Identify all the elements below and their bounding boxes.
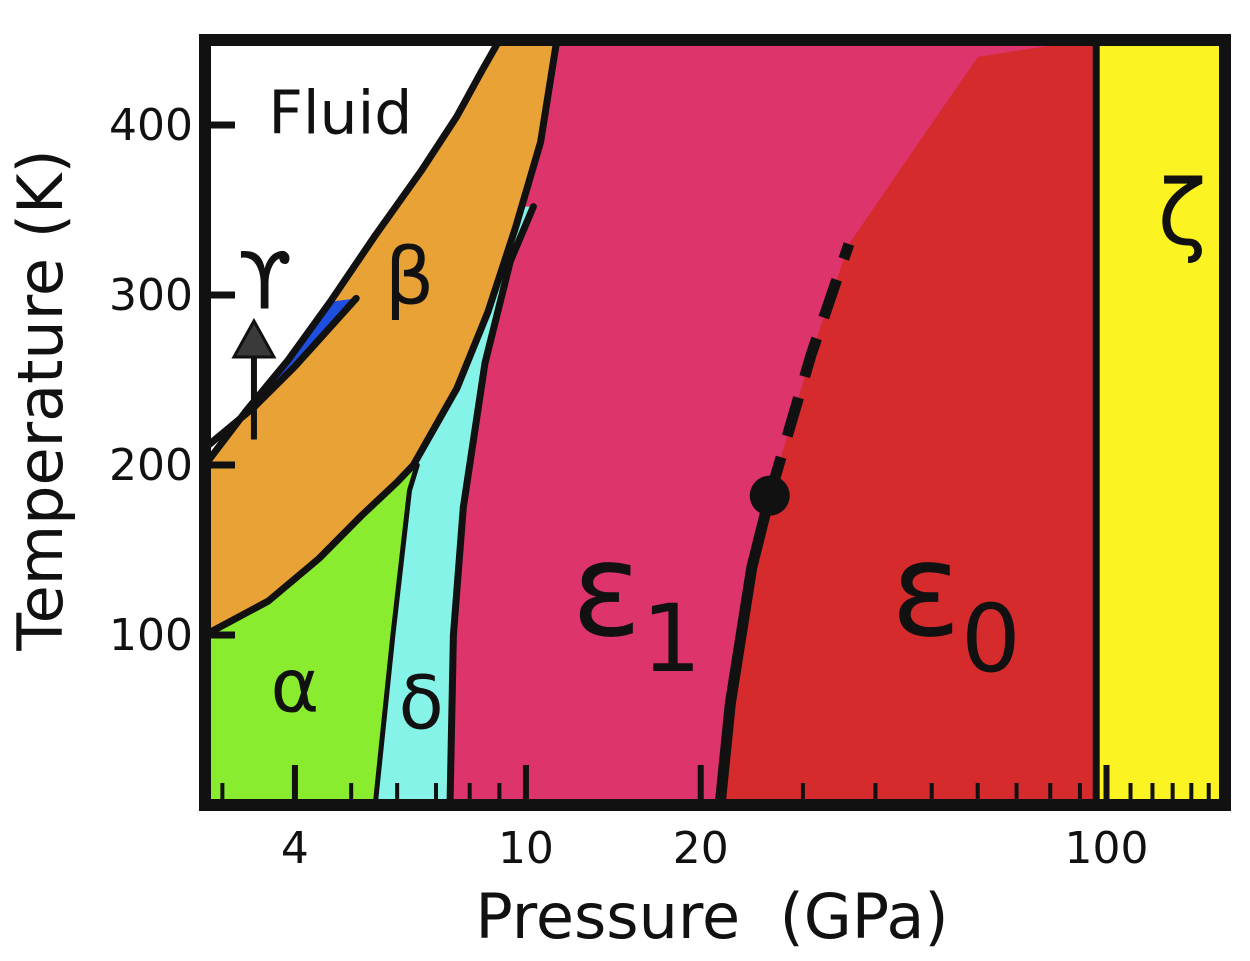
y-tick-label-200: 200 — [109, 440, 193, 491]
phase-regions — [205, 40, 1225, 806]
y-tick-label-100: 100 — [109, 610, 193, 661]
phase-subscript-epsilon0: 0 — [961, 585, 1021, 694]
x-tick-label-20: 20 — [673, 823, 729, 874]
boundary-epsilon1-epsilon0 — [714, 490, 776, 811]
y-axis-title: Temperature (K) — [4, 149, 77, 651]
y-tick-label-400: 400 — [109, 100, 193, 151]
region-zeta — [1096, 40, 1225, 805]
boundary-delta-epsilon1 — [446, 203, 537, 809]
phase-label-gamma: ϒ — [238, 238, 293, 328]
phase-label-delta: δ — [399, 661, 444, 747]
boundary-melting — [201, 36, 503, 469]
plot-area — [199, 34, 1231, 811]
x-tick-label-100: 100 — [1065, 823, 1149, 874]
phase-subscript-epsilon1: 1 — [642, 585, 702, 694]
phase-label-beta: β — [385, 233, 435, 323]
x-tick-label-4: 4 — [281, 823, 309, 874]
phase-boundaries — [201, 36, 1100, 811]
axis-ticks — [205, 121, 1211, 805]
boundary-beta-lower — [201, 36, 561, 639]
triple-point-marker — [749, 475, 790, 516]
arrow-head — [231, 317, 277, 359]
phase-label-alpha: α — [271, 644, 320, 730]
markers — [231, 317, 790, 516]
x-tick-label-10: 10 — [498, 823, 554, 874]
phase-label-fluid: Fluid — [268, 79, 412, 149]
region-fluid — [205, 40, 500, 465]
phase-label-zeta: ζ — [1158, 161, 1207, 266]
x-axis-title: Pressure (GPa) — [475, 880, 948, 953]
boundary-epsilon1-epsilon0-dashed — [764, 242, 855, 498]
boundary-gamma-beta — [201, 294, 360, 452]
y-tick-label-300: 300 — [109, 270, 193, 321]
boundary-alpha-delta — [372, 462, 420, 808]
plot-frame — [199, 34, 1231, 811]
